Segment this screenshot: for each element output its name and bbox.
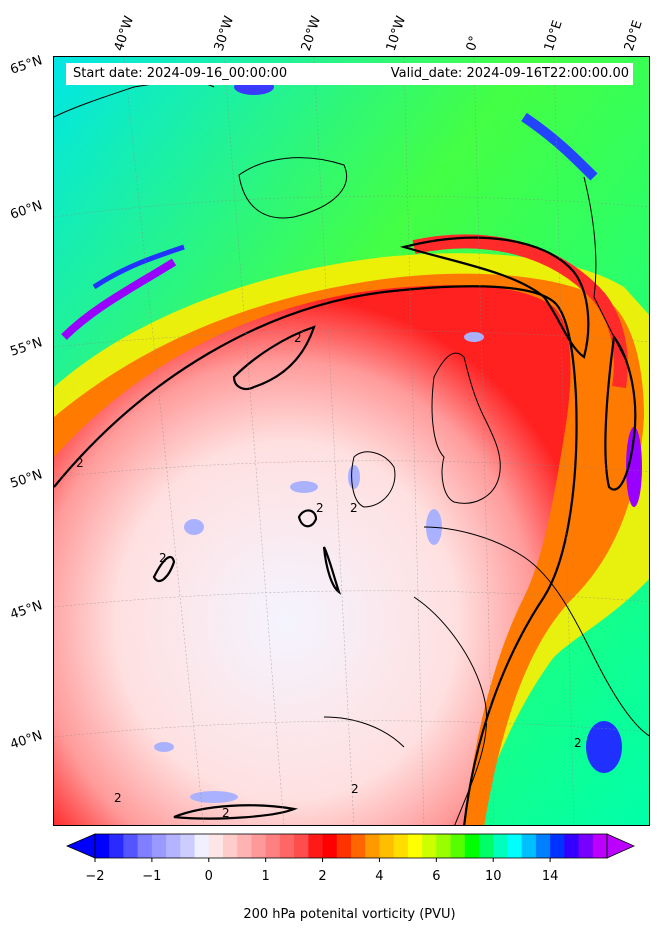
lat-label: 45°N [8, 598, 45, 623]
colorbar-segment [123, 834, 139, 858]
colorbar-segment [422, 834, 437, 858]
colorbar-segment [265, 834, 281, 858]
colorbar-segment [109, 834, 124, 858]
lon-label: 10°W [383, 14, 410, 53]
colorbar-segment [336, 834, 352, 858]
lat-label: 50°N [8, 467, 45, 492]
colorbar-segment [407, 834, 423, 858]
contour-label: 2 [76, 456, 84, 470]
colorbar-segment [507, 834, 523, 858]
colorbar-segment [223, 834, 238, 858]
contour-label: 2 [574, 736, 582, 750]
colorbar-segment [351, 834, 366, 858]
high-pv-streaks [61, 79, 642, 773]
pv-map: 2 2 2 2 2 2 2 2 2 [54, 57, 649, 825]
lon-label: 40°W [111, 14, 138, 53]
colorbar-tick-label: 2 [318, 869, 327, 884]
colorbar-segment [479, 834, 494, 858]
colorbar-tick-label: 0 [204, 869, 213, 884]
colorbar-segment [521, 834, 537, 858]
colorbar-segment [493, 834, 508, 858]
lon-label: 20°W [298, 14, 325, 53]
colorbar-over-arrow [606, 833, 635, 859]
lat-label: 40°N [8, 728, 45, 753]
colorbar-segment [322, 834, 338, 858]
contour-label: 2 [159, 551, 167, 565]
contour-label: 2 [316, 501, 324, 515]
colorbar-tick-label: 14 [541, 869, 559, 884]
colorbar-tick-label: 6 [432, 869, 441, 884]
lon-label: 0° [463, 34, 483, 53]
colorbar-segment [166, 834, 181, 858]
colorbar-segment [464, 834, 480, 858]
colorbar-tick-label: −1 [142, 869, 162, 884]
graticule [54, 57, 649, 825]
contour-label: 2 [222, 806, 230, 820]
lat-label: 65°N [8, 53, 45, 78]
contour-label: 2 [114, 791, 122, 805]
start-date: Start date: 2024-09-16_00:00:00 [73, 66, 288, 81]
colorbar-segment [294, 834, 309, 858]
colorbar-segment [137, 834, 153, 858]
lat-label: 60°N [8, 198, 45, 223]
contour-label: 2 [350, 501, 358, 515]
colorbar-tick-label: 10 [484, 869, 502, 884]
colorbar-segment [379, 834, 395, 858]
low-pv-ridge [54, 285, 571, 825]
colorbar-segment [535, 834, 551, 858]
lon-label: 10°E [541, 18, 566, 53]
valid-date: Valid_date: 2024-09-16T22:00:00.00 [390, 66, 629, 81]
colorbar-segment [365, 834, 380, 858]
colorbar-segment [393, 834, 409, 858]
date-box: Start date: 2024-09-16_00:00:00 Valid_da… [66, 63, 633, 85]
colorbar-segment [592, 834, 608, 858]
colorbar-segment [450, 834, 466, 858]
colorbar-segment [194, 834, 210, 858]
contour-label: 2 [294, 331, 302, 345]
colorbar-title: 200 hPa potenital vorticity (PVU) [243, 907, 456, 922]
contour-labels: 2 2 2 2 2 2 2 2 2 [76, 331, 582, 820]
colorbar-segment [208, 834, 224, 858]
colorbar-tick-label: 4 [375, 869, 384, 884]
colorbar-segment [251, 834, 267, 858]
contour-label: 2 [351, 782, 359, 796]
colorbar-segment [95, 834, 110, 858]
lat-label: 55°N [8, 335, 45, 360]
lon-label: 20°E [621, 18, 646, 53]
colorbar-segment [151, 834, 167, 858]
pv2-contours [54, 236, 637, 825]
colorbar-segment [578, 834, 594, 858]
colorbar-segment [436, 834, 452, 858]
colorbar-segment [550, 834, 565, 858]
lon-label: 30°W [211, 14, 238, 53]
map-frame: 2 2 2 2 2 2 2 2 2 [53, 56, 650, 826]
colorbar-under-arrow [65, 833, 96, 859]
colorbar-segment [279, 834, 295, 858]
colorbar-tick-label: 1 [261, 869, 270, 884]
colorbar-segment [564, 834, 580, 858]
colorbar-tick-label: −2 [85, 869, 105, 884]
colorbar-segment [180, 834, 196, 858]
colorbar-segment [308, 834, 324, 858]
colorbar-frame [94, 833, 608, 859]
red-rim [412, 234, 628, 389]
colorbar-segment [237, 834, 252, 858]
